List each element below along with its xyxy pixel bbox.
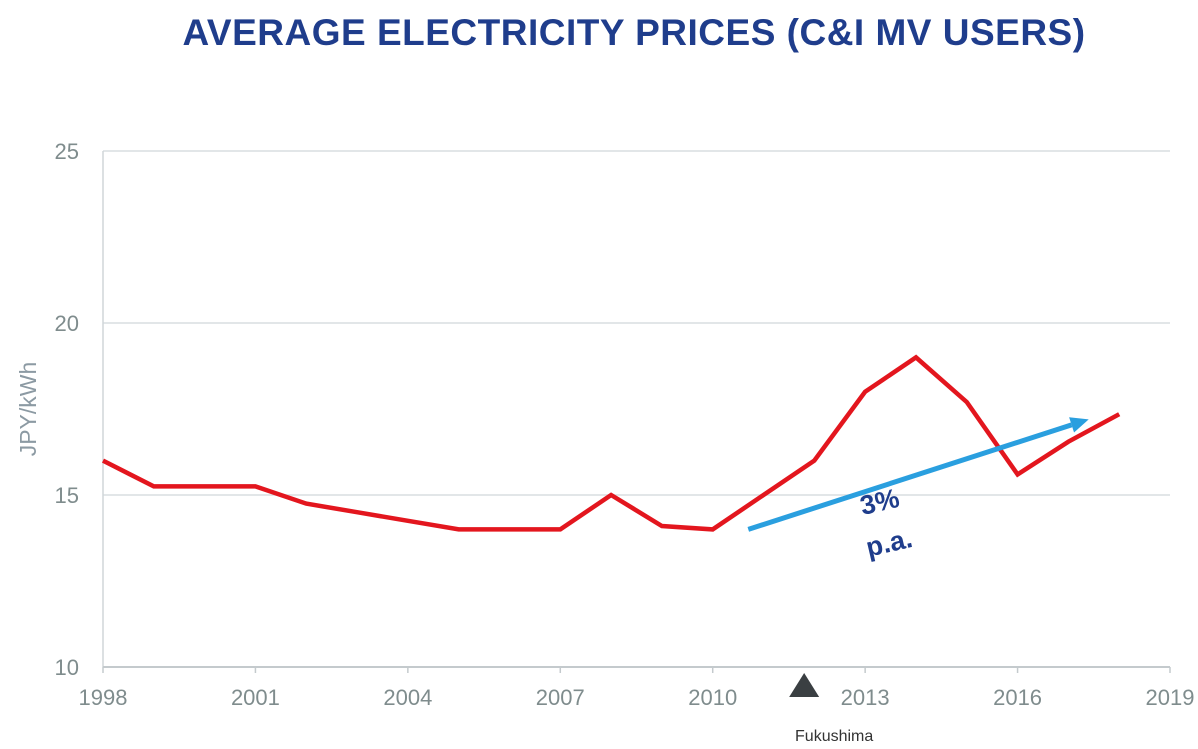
- y-axis-label: JPY/kWh: [15, 362, 41, 457]
- y-tick-25: 25: [55, 139, 79, 164]
- x-tick-2016: 2016: [993, 685, 1042, 710]
- growth-rate-label: 3%: [857, 483, 902, 521]
- x-tick-labels: 1998 2001 2004 2007 2010 2013 2016 2019: [79, 685, 1195, 710]
- event-marker: Fukushima: [789, 673, 873, 745]
- x-tick-2019: 2019: [1146, 685, 1195, 710]
- x-tick-2004: 2004: [383, 685, 432, 710]
- chart-title: AVERAGE ELECTRICITY PRICES (C&I MV USERS…: [182, 12, 1086, 53]
- x-tick-2013: 2013: [841, 685, 890, 710]
- x-tick-2010: 2010: [688, 685, 737, 710]
- trend-arrow-head: [1069, 417, 1089, 433]
- x-tick-2007: 2007: [536, 685, 585, 710]
- y-tick-20: 20: [55, 311, 79, 336]
- x-tick-2001: 2001: [231, 685, 280, 710]
- y-tick-10: 10: [55, 655, 79, 680]
- y-tick-labels: 10 15 20 25: [55, 139, 79, 680]
- series-layer: [101, 354, 1121, 532]
- trend-arrow-shaft: [747, 422, 1073, 532]
- y-tick-15: 15: [55, 483, 79, 508]
- growth-annotation: 3% p.a.: [857, 483, 915, 563]
- trend-arrow: [747, 417, 1089, 532]
- event-label: Fukushima: [795, 728, 873, 745]
- series-line-0: [101, 354, 1121, 532]
- x-tick-1998: 1998: [79, 685, 128, 710]
- event-triangle-icon: [789, 673, 820, 697]
- growth-period-label: p.a.: [863, 523, 915, 563]
- axes: [102, 151, 1171, 673]
